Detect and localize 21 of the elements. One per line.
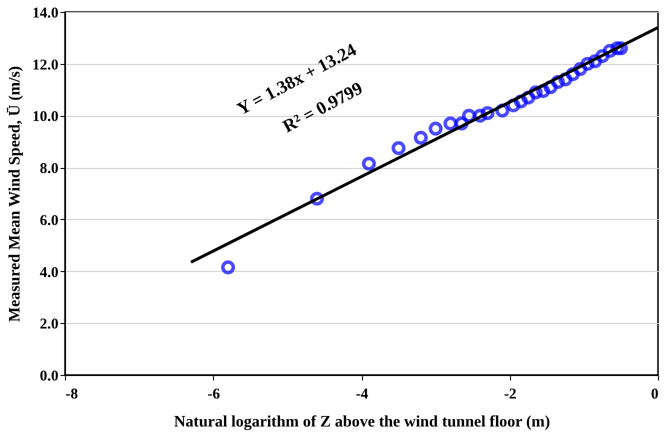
x-tick-label: -6 [208, 386, 220, 402]
x-tick-label: 0 [651, 386, 658, 402]
point [428, 122, 443, 136]
point [221, 260, 236, 274]
y-tick-label: 14.0 [32, 6, 58, 22]
y-tick-label: 2.0 [40, 316, 58, 333]
point [362, 156, 376, 171]
y-tick-label: 10.0 [32, 109, 58, 126]
y-tick-label: 0.0 [40, 368, 58, 384]
x-tick-label: -8 [66, 386, 78, 402]
x-axis-title: Natural logarithm of Z above the wind tunnel floor (m) [174, 414, 550, 430]
x-tick-label: -4 [356, 386, 369, 402]
x-tick-label: -2 [504, 386, 516, 402]
y-tick-label: 8.0 [40, 161, 58, 178]
point [414, 130, 428, 145]
y-axis-title: Measured Mean Wind Speed, Ū (m/s) [6, 66, 24, 322]
y-tick-label: 6.0 [40, 212, 58, 229]
y-tick-label: 4.0 [40, 264, 58, 281]
point [392, 141, 406, 156]
point [443, 116, 458, 130]
y-tick-label: 12.0 [32, 57, 58, 74]
